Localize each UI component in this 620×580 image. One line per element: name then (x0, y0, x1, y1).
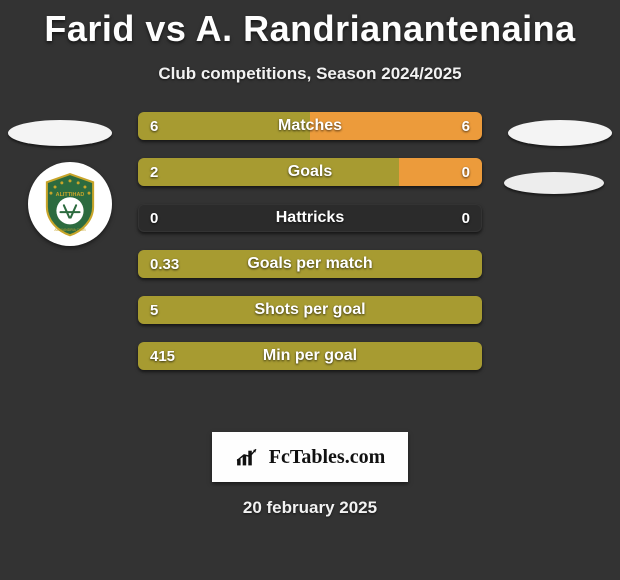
player-left-placeholder (8, 120, 112, 146)
stat-value-right: 0 (450, 158, 482, 186)
brand-name: FcTables.com (269, 446, 385, 469)
stat-row: 415Min per goal (138, 342, 482, 370)
stat-fill-left (138, 296, 482, 324)
club-badge-left: ALITTIHAD ALEXANDRIA CLUB (28, 162, 112, 246)
stat-row: 66Matches (138, 112, 482, 140)
club-crest-icon: ALITTIHAD ALEXANDRIA CLUB (36, 170, 104, 238)
stat-value-left: 5 (138, 296, 170, 324)
stat-fill-left (138, 342, 482, 370)
snapshot-date: 20 february 2025 (0, 498, 620, 518)
stat-value-left: 6 (138, 112, 170, 140)
stat-row: 0.33Goals per match (138, 250, 482, 278)
stat-value-left: 415 (138, 342, 187, 370)
svg-text:ALEXANDRIA CLUB: ALEXANDRIA CLUB (54, 228, 86, 232)
svg-text:ALITTIHAD: ALITTIHAD (56, 192, 85, 198)
stat-value-right: 6 (450, 112, 482, 140)
brand-badge: FcTables.com (212, 432, 408, 482)
stat-value-left: 0 (138, 204, 170, 232)
stat-row: 20Goals (138, 158, 482, 186)
stat-value-left: 0.33 (138, 250, 191, 278)
player-right-placeholder-2 (504, 172, 604, 194)
brand-chart-icon (235, 446, 263, 468)
comparison-arena: ALITTIHAD ALEXANDRIA CLUB 66Matches20Goa… (0, 112, 620, 412)
page-subtitle: Club competitions, Season 2024/2025 (0, 64, 620, 84)
stat-value-left: 2 (138, 158, 170, 186)
stat-label: Hattricks (138, 204, 482, 232)
page-title: Farid vs A. Randrianantenaina (0, 0, 620, 50)
player-right-placeholder (508, 120, 612, 146)
stat-fill-left (138, 158, 399, 186)
stat-bars-container: 66Matches20Goals00Hattricks0.33Goals per… (138, 112, 482, 370)
stat-row: 5Shots per goal (138, 296, 482, 324)
stat-value-right: 0 (450, 204, 482, 232)
stat-row: 0 0Hattricks (138, 204, 482, 232)
